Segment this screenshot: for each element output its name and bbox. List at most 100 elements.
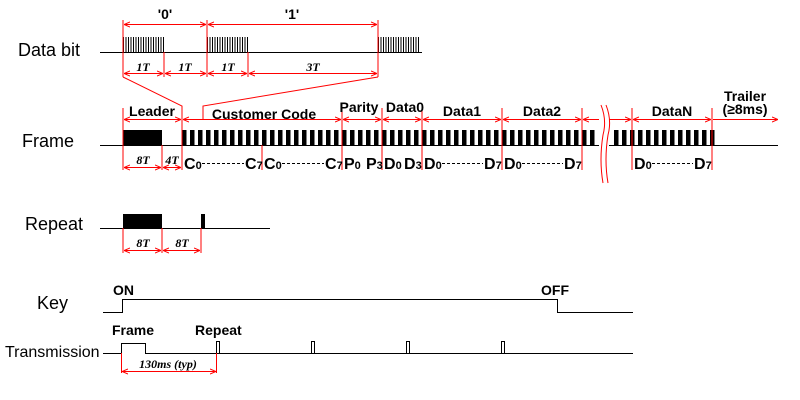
bit-label: C0	[184, 156, 202, 173]
transmission-annotations	[121, 353, 217, 373]
frame-pulse	[622, 130, 627, 145]
data2-label: Data2	[523, 103, 561, 119]
frame-pulse	[678, 130, 683, 145]
bit-label: D0	[384, 156, 402, 173]
frame-pulse	[462, 130, 467, 145]
row-label-transmission: Transmission	[5, 344, 100, 361]
frame-pulse	[270, 130, 275, 145]
frame-pulse	[238, 130, 243, 145]
frame-pulse	[590, 130, 595, 145]
frame-pulse	[486, 130, 491, 145]
repeat-annotations	[122, 228, 202, 253]
frame-pulse	[374, 130, 379, 145]
frame-pulse	[390, 130, 395, 145]
bit-one-label: '1'	[285, 6, 299, 22]
frame-pulse	[206, 130, 211, 145]
transmission-frame-label: Frame	[112, 322, 154, 338]
frame-pulse	[318, 130, 323, 145]
frame-pulse	[438, 130, 443, 145]
frame-pulse	[654, 130, 659, 145]
frame-pulse	[550, 130, 555, 145]
frame-pulse	[294, 130, 299, 145]
frame-pulse	[334, 130, 339, 145]
trailer-label: Trailer	[724, 88, 767, 104]
frame-pulse	[246, 130, 251, 145]
frame-pulse	[310, 130, 315, 145]
frame-pulse	[182, 130, 187, 145]
customer-code-label: Customer Code	[212, 106, 316, 122]
datan-label: DataN	[652, 103, 692, 119]
frame-pulse	[358, 130, 363, 145]
frame-pulse	[566, 130, 571, 145]
key-waveform	[103, 299, 633, 313]
frame-pulse	[254, 130, 259, 145]
frame-pulse	[518, 130, 523, 145]
bit-zero-label: '0'	[158, 6, 172, 22]
frame-pulse	[230, 130, 235, 145]
frame-pulse	[190, 130, 195, 145]
frame-pulse	[662, 130, 667, 145]
bit-label: C7	[245, 156, 263, 173]
row-label-key: Key	[37, 293, 68, 313]
frame-pulse	[694, 130, 699, 145]
frame-pulse	[382, 130, 387, 145]
frame-pulse	[502, 130, 507, 145]
frame-pulse	[454, 130, 459, 145]
frame-pulse	[430, 130, 435, 145]
data-bit-annotations	[122, 20, 379, 120]
frame-pulse	[342, 130, 347, 145]
frame-pulse	[398, 130, 403, 145]
bit-label: P0	[344, 156, 361, 173]
bit-label: D7	[484, 156, 502, 173]
repeat-waveform	[100, 214, 270, 229]
bit-label: D0	[504, 156, 522, 173]
frame-pulse	[446, 130, 451, 145]
repeat-8t-label: 8T	[136, 236, 150, 250]
data0-label: Data0	[386, 99, 424, 115]
frame-pulse	[286, 130, 291, 145]
frame-pulse	[326, 130, 331, 145]
frame-pulse	[582, 130, 587, 145]
bit-label: D0	[634, 156, 652, 173]
frame-pulse	[494, 130, 499, 145]
bit-label: D7	[694, 156, 712, 173]
bit-label: D0	[424, 156, 442, 173]
frame-pulse	[350, 130, 355, 145]
bit-label: D7	[564, 156, 582, 173]
frame-pulse	[526, 130, 531, 145]
data-bit-waveform	[100, 37, 422, 53]
t-label: 1T	[136, 60, 150, 74]
transmission-period-label: 130ms (typ)	[139, 357, 197, 371]
transmission-repeat-label: Repeat	[195, 322, 242, 338]
frame-pulse	[702, 130, 707, 145]
frame-pulse	[366, 130, 371, 145]
frame-break-mark	[599, 104, 611, 184]
frame-pulse	[278, 130, 283, 145]
row-label-data-bit: Data bit	[18, 40, 80, 60]
frame-pulse	[574, 130, 579, 145]
frame-pulse	[670, 130, 675, 145]
key-off-label: OFF	[541, 282, 569, 298]
frame-bit-labels: C0 C7 C0 C7 P0 P3 D0 D3 D0 D7 D0 D7 D0 D7	[184, 156, 712, 173]
key-on-label: ON	[113, 282, 134, 298]
bit-label: C7	[325, 156, 343, 173]
bit-label: D3	[404, 156, 422, 173]
frame-pulse	[406, 130, 411, 145]
frame-pulse	[222, 130, 227, 145]
frame-pulse	[614, 130, 619, 145]
leader-4t-label: 4T	[164, 153, 179, 167]
t-label: 3T	[305, 60, 320, 74]
frame-pulse	[214, 130, 219, 145]
transmission-waveform	[103, 341, 633, 354]
frame-waveform	[100, 130, 778, 146]
frame-pulse	[646, 130, 651, 145]
leader-8t-label: 8T	[136, 153, 150, 167]
t-label: 1T	[178, 60, 192, 74]
frame-pulse	[686, 130, 691, 145]
leader-label: Leader	[129, 103, 175, 119]
frame-annotations	[122, 108, 778, 170]
row-label-frame: Frame	[22, 131, 74, 151]
frame-pulse	[198, 130, 203, 145]
frame-pulse	[638, 130, 643, 145]
